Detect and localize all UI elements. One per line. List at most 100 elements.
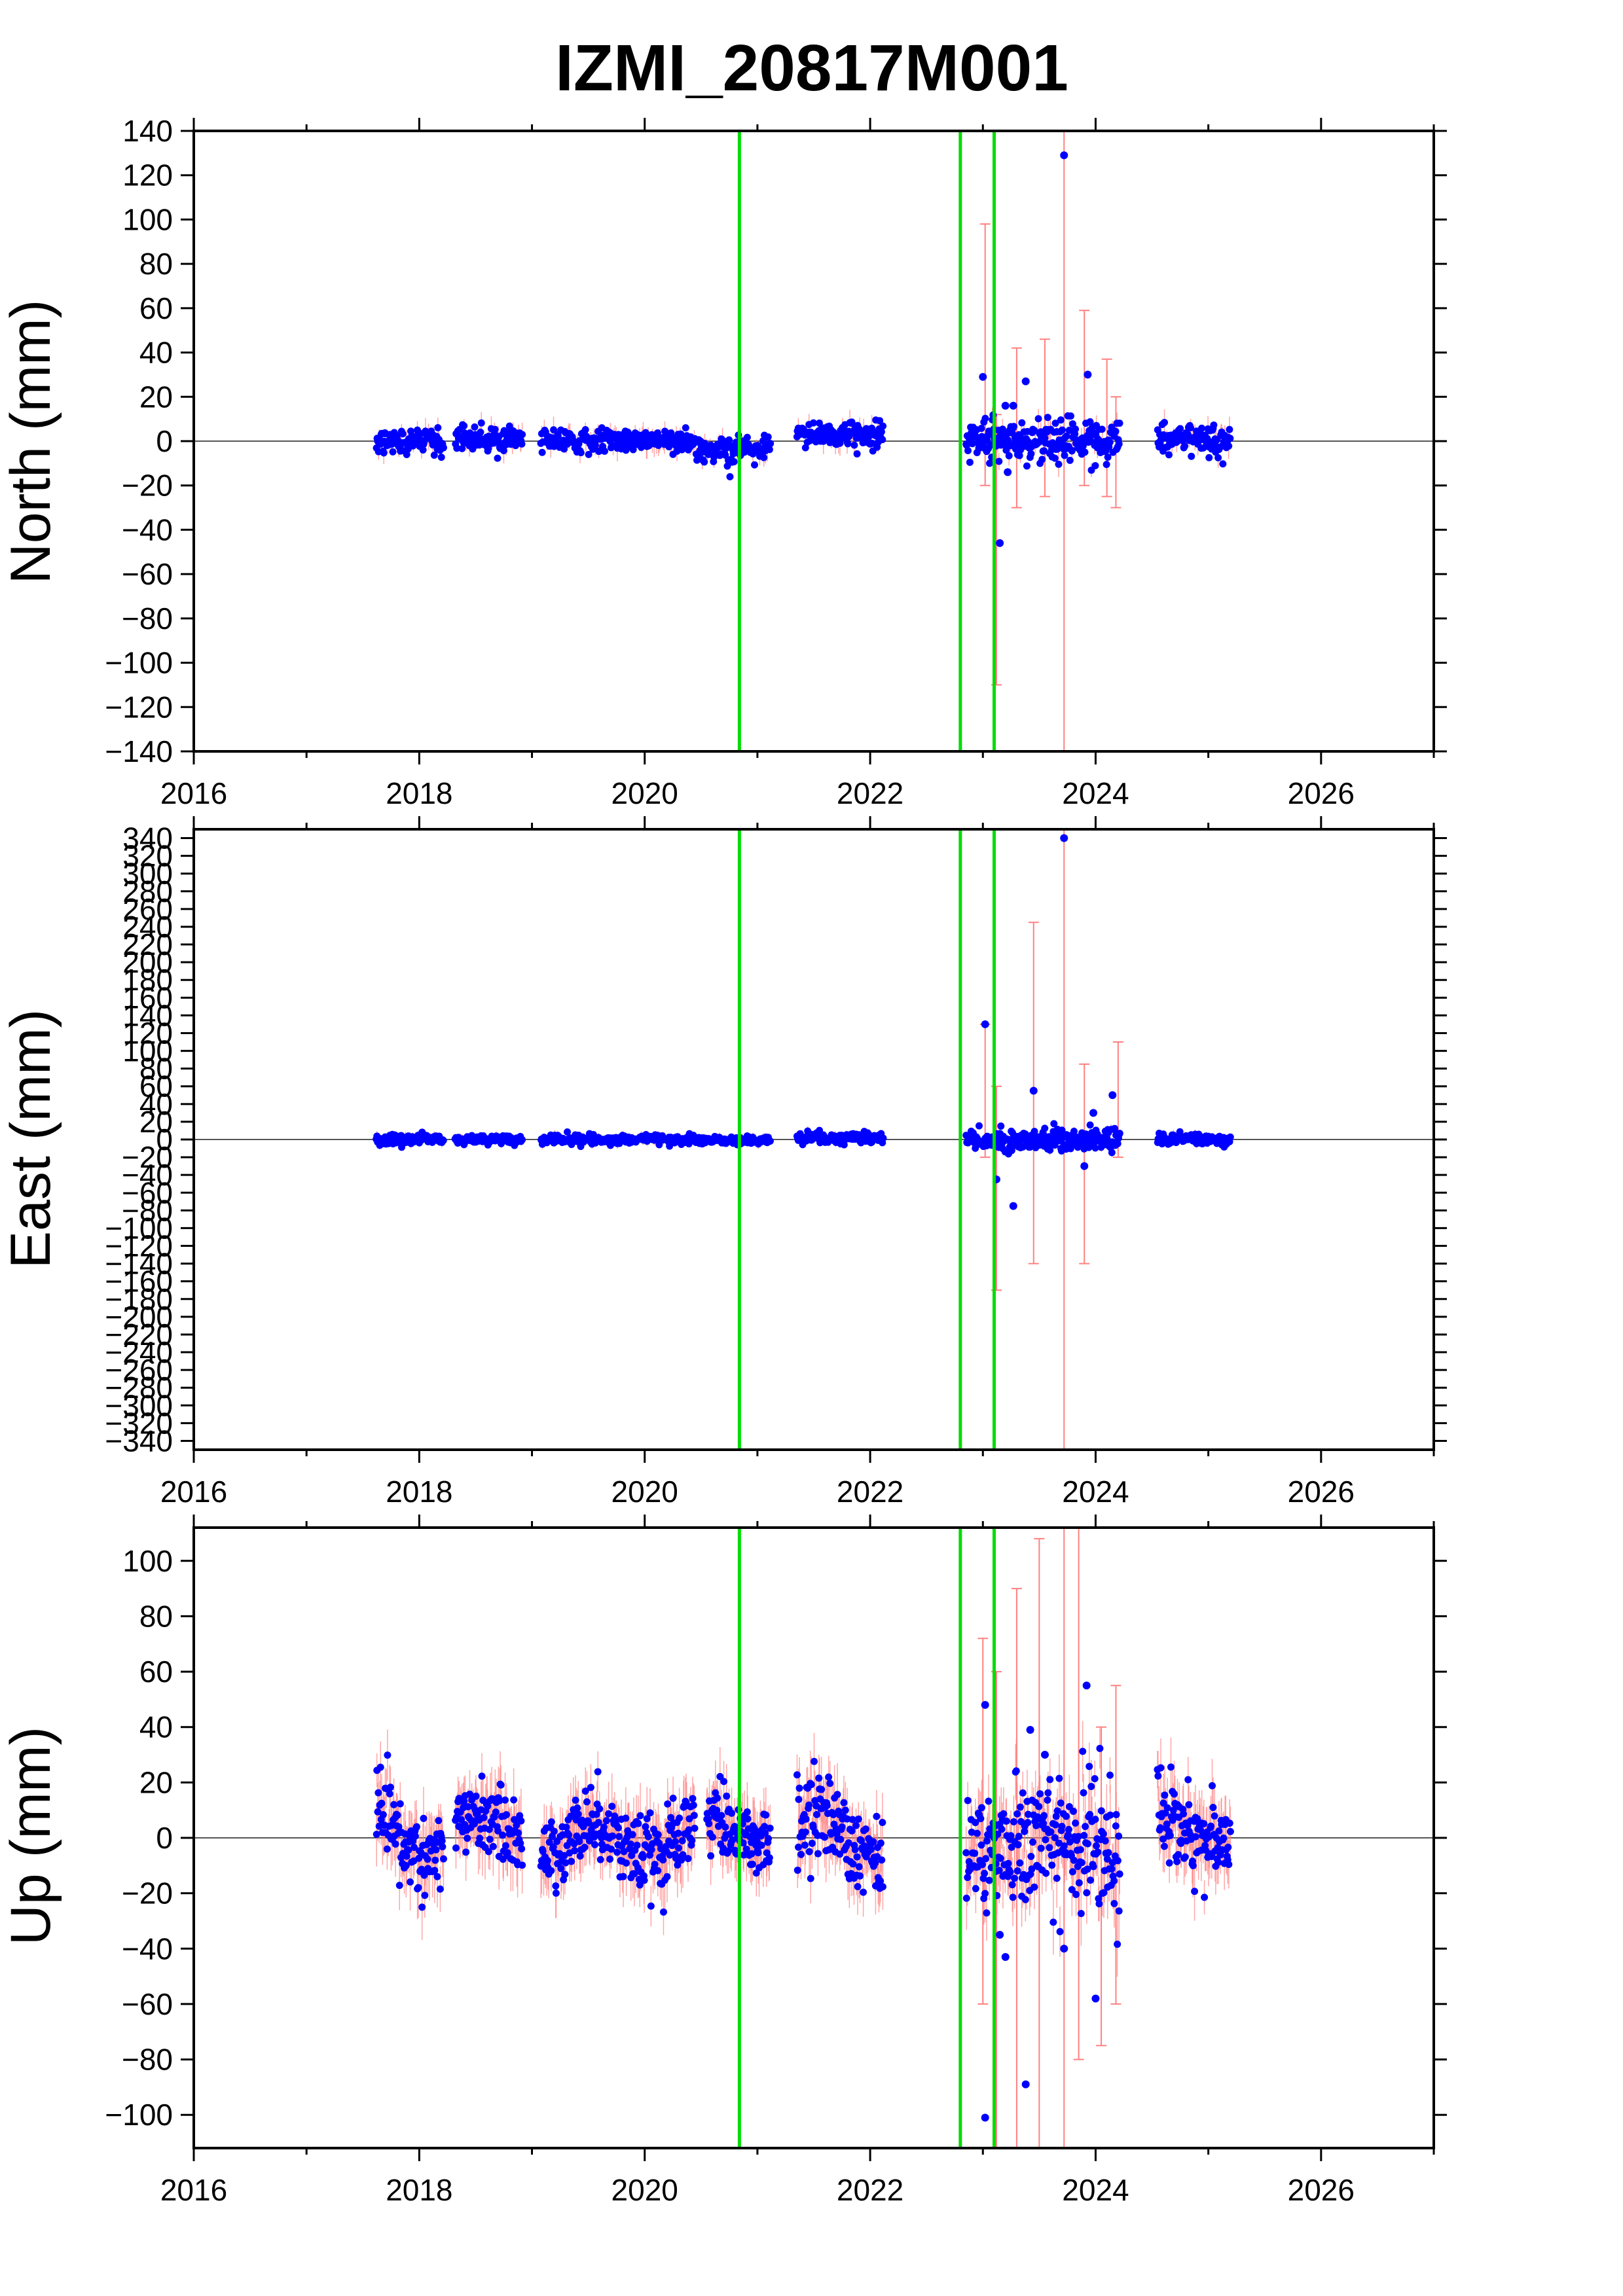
up-data-point xyxy=(452,1844,460,1852)
north-y-tick-label: −40 xyxy=(122,512,173,547)
north-data-point xyxy=(721,451,729,459)
up-data-point xyxy=(392,1840,399,1848)
north-data-point xyxy=(801,444,809,452)
up-data-point xyxy=(403,1852,410,1860)
up-data-point xyxy=(972,1819,979,1827)
up-data-point xyxy=(1091,1816,1099,1823)
up-y-tick-label: 60 xyxy=(139,1655,173,1689)
up-data-point xyxy=(497,1781,505,1789)
up-data-point xyxy=(801,1841,809,1849)
east-x-tick-label: 2016 xyxy=(160,1475,227,1509)
up-data-point xyxy=(675,1844,683,1852)
north-y-tick-label: 40 xyxy=(139,336,173,370)
up-data-point xyxy=(805,1848,813,1856)
north-data-point xyxy=(430,451,438,459)
up-data-point xyxy=(562,1823,570,1831)
up-data-point xyxy=(1008,1843,1015,1851)
north-y-tick-label: 0 xyxy=(156,424,173,458)
up-outlier-point xyxy=(1091,1994,1100,2003)
north-y-tick-label: −20 xyxy=(122,469,173,503)
north-data-point xyxy=(962,441,970,449)
up-data-point xyxy=(1019,1789,1027,1797)
up-data-point xyxy=(550,1827,558,1835)
east-x-tick-label: 2022 xyxy=(837,1475,903,1509)
up-y-tick-label: 80 xyxy=(139,1599,173,1633)
up-data-point xyxy=(797,1850,805,1858)
east-outlier-point xyxy=(1009,1202,1017,1210)
north-data-point xyxy=(1205,454,1213,461)
up-data-point xyxy=(1200,1820,1208,1828)
north-outlier-point xyxy=(1004,468,1012,476)
up-data-point xyxy=(1055,1774,1063,1782)
up-data-point xyxy=(376,1763,384,1771)
east-panel: East (mm) −340−320−300−280−260−240−220−2… xyxy=(0,816,1447,1509)
up-data-point xyxy=(602,1817,610,1825)
up-data-point xyxy=(1225,1861,1233,1869)
up-data-point xyxy=(825,1773,833,1781)
up-data-point xyxy=(1115,1832,1123,1840)
east-y-tick-label: −340 xyxy=(105,1424,173,1458)
up-data-point xyxy=(761,1823,769,1831)
east-y-tick-label: 340 xyxy=(122,821,173,855)
up-data-point xyxy=(821,1833,829,1841)
up-data-point xyxy=(1027,1852,1035,1860)
north-y-tick-label: 120 xyxy=(122,158,173,192)
up-data-point xyxy=(517,1839,524,1847)
up-x-tick-label: 2020 xyxy=(611,2173,678,2207)
up-data-point xyxy=(1068,1868,1076,1876)
up-data-point xyxy=(596,1856,604,1863)
east-y-tick-label: −160 xyxy=(105,1265,173,1299)
north-data-point xyxy=(765,446,773,454)
up-data-point xyxy=(878,1856,886,1864)
north-x-tick-label: 2024 xyxy=(1062,776,1129,810)
up-data-point xyxy=(856,1872,864,1880)
up-data-point xyxy=(1042,1869,1050,1877)
up-data-point xyxy=(633,1841,641,1849)
up-data-point xyxy=(1066,1838,1074,1846)
up-data-point xyxy=(640,1876,648,1884)
up-data-point xyxy=(1076,1846,1084,1854)
up-data-point xyxy=(575,1837,583,1845)
up-data-point xyxy=(1028,1865,1036,1873)
up-data-point xyxy=(1024,1819,1032,1827)
up-data-point xyxy=(1084,1865,1091,1873)
up-data-point xyxy=(510,1796,518,1804)
up-data-point xyxy=(838,1823,846,1831)
up-data-point xyxy=(1021,1895,1029,1903)
up-data-point xyxy=(1086,1810,1094,1818)
up-data-point xyxy=(1192,1833,1199,1840)
up-data-point xyxy=(1089,1863,1097,1871)
up-data-point xyxy=(1189,1861,1197,1869)
up-y-tick-label: −80 xyxy=(122,2043,173,2077)
up-data-point xyxy=(964,1797,972,1804)
up-data-point xyxy=(1201,1893,1209,1901)
up-data-point xyxy=(646,1851,654,1859)
east-y-tick-label: 320 xyxy=(122,839,173,873)
north-data-point xyxy=(1005,452,1013,459)
east-outlier-point xyxy=(1089,1109,1098,1117)
east-data-point xyxy=(666,1142,674,1150)
up-data-point xyxy=(818,1785,826,1793)
north-data-point xyxy=(439,444,447,452)
up-data-point xyxy=(1112,1822,1120,1830)
up-data-point xyxy=(1070,1856,1078,1864)
north-data-point xyxy=(399,430,407,438)
up-data-point xyxy=(814,1850,822,1857)
up-y-tick-label: −20 xyxy=(122,1876,173,1910)
east-data-point xyxy=(1091,1144,1099,1152)
up-data-point xyxy=(539,1848,547,1856)
up-data-point xyxy=(754,1849,762,1857)
up-data-point xyxy=(461,1821,469,1829)
up-data-point xyxy=(795,1795,803,1803)
up-data-point xyxy=(581,1843,589,1851)
north-data-point xyxy=(981,414,989,422)
up-data-point xyxy=(718,1812,725,1820)
up-data-point xyxy=(424,1856,431,1863)
up-data-point xyxy=(1087,1876,1095,1884)
up-data-point xyxy=(1053,1807,1061,1815)
up-data-point xyxy=(614,1824,622,1832)
up-data-point xyxy=(1167,1763,1175,1771)
north-data-point xyxy=(836,439,844,447)
up-data-point xyxy=(1112,1810,1120,1818)
north-data-point xyxy=(1072,425,1080,433)
